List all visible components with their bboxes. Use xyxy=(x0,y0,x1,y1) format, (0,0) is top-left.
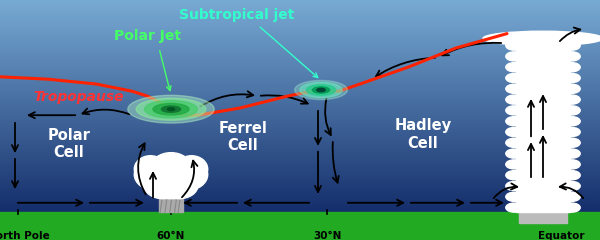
Ellipse shape xyxy=(563,138,580,147)
Text: Subtropical jet: Subtropical jet xyxy=(179,8,295,22)
Ellipse shape xyxy=(563,171,580,180)
Ellipse shape xyxy=(506,192,523,201)
Text: Ferrel
Cell: Ferrel Cell xyxy=(218,120,268,153)
Ellipse shape xyxy=(313,87,329,93)
Bar xyxy=(0,212,600,240)
Ellipse shape xyxy=(134,158,178,191)
Ellipse shape xyxy=(563,106,580,115)
Ellipse shape xyxy=(506,41,523,50)
Text: 60°N: 60°N xyxy=(157,231,185,240)
Ellipse shape xyxy=(506,95,523,104)
Ellipse shape xyxy=(164,158,208,191)
Ellipse shape xyxy=(563,41,580,50)
Ellipse shape xyxy=(563,95,580,104)
Ellipse shape xyxy=(563,127,580,137)
Ellipse shape xyxy=(141,156,200,199)
Ellipse shape xyxy=(160,172,198,199)
Ellipse shape xyxy=(563,73,580,83)
Text: Tropopause: Tropopause xyxy=(33,90,124,104)
Bar xyxy=(516,43,570,212)
Ellipse shape xyxy=(506,52,523,61)
Ellipse shape xyxy=(175,156,208,183)
Ellipse shape xyxy=(300,82,342,98)
Ellipse shape xyxy=(483,31,600,46)
Ellipse shape xyxy=(161,106,181,112)
Ellipse shape xyxy=(563,192,580,201)
Ellipse shape xyxy=(506,73,523,83)
Circle shape xyxy=(317,88,325,92)
Ellipse shape xyxy=(506,106,523,115)
Text: Polar
Cell: Polar Cell xyxy=(47,128,91,160)
Bar xyxy=(159,198,183,212)
Ellipse shape xyxy=(506,117,523,126)
Ellipse shape xyxy=(563,203,580,212)
Ellipse shape xyxy=(153,103,189,115)
Ellipse shape xyxy=(506,171,523,180)
Ellipse shape xyxy=(136,98,206,120)
Ellipse shape xyxy=(307,85,335,95)
Ellipse shape xyxy=(144,172,182,199)
Ellipse shape xyxy=(295,80,347,100)
Ellipse shape xyxy=(506,127,523,137)
Text: North Pole: North Pole xyxy=(0,231,49,240)
Ellipse shape xyxy=(506,181,523,191)
Ellipse shape xyxy=(563,52,580,61)
Text: Equator: Equator xyxy=(538,231,584,240)
Bar xyxy=(519,211,567,223)
Ellipse shape xyxy=(563,181,580,191)
Ellipse shape xyxy=(134,156,167,183)
Ellipse shape xyxy=(563,117,580,126)
Ellipse shape xyxy=(506,160,523,169)
Text: 30°N: 30°N xyxy=(313,231,341,240)
Ellipse shape xyxy=(506,84,523,93)
Text: Polar Jet: Polar Jet xyxy=(113,29,181,43)
Ellipse shape xyxy=(506,63,523,72)
Ellipse shape xyxy=(506,138,523,147)
Ellipse shape xyxy=(563,84,580,93)
Ellipse shape xyxy=(151,153,191,183)
Ellipse shape xyxy=(563,63,580,72)
Circle shape xyxy=(167,108,175,111)
Ellipse shape xyxy=(128,95,214,123)
Ellipse shape xyxy=(506,149,523,158)
Text: Hadley
Cell: Hadley Cell xyxy=(394,118,452,151)
Ellipse shape xyxy=(563,160,580,169)
Ellipse shape xyxy=(563,149,580,158)
Ellipse shape xyxy=(145,101,197,118)
Ellipse shape xyxy=(506,203,523,212)
